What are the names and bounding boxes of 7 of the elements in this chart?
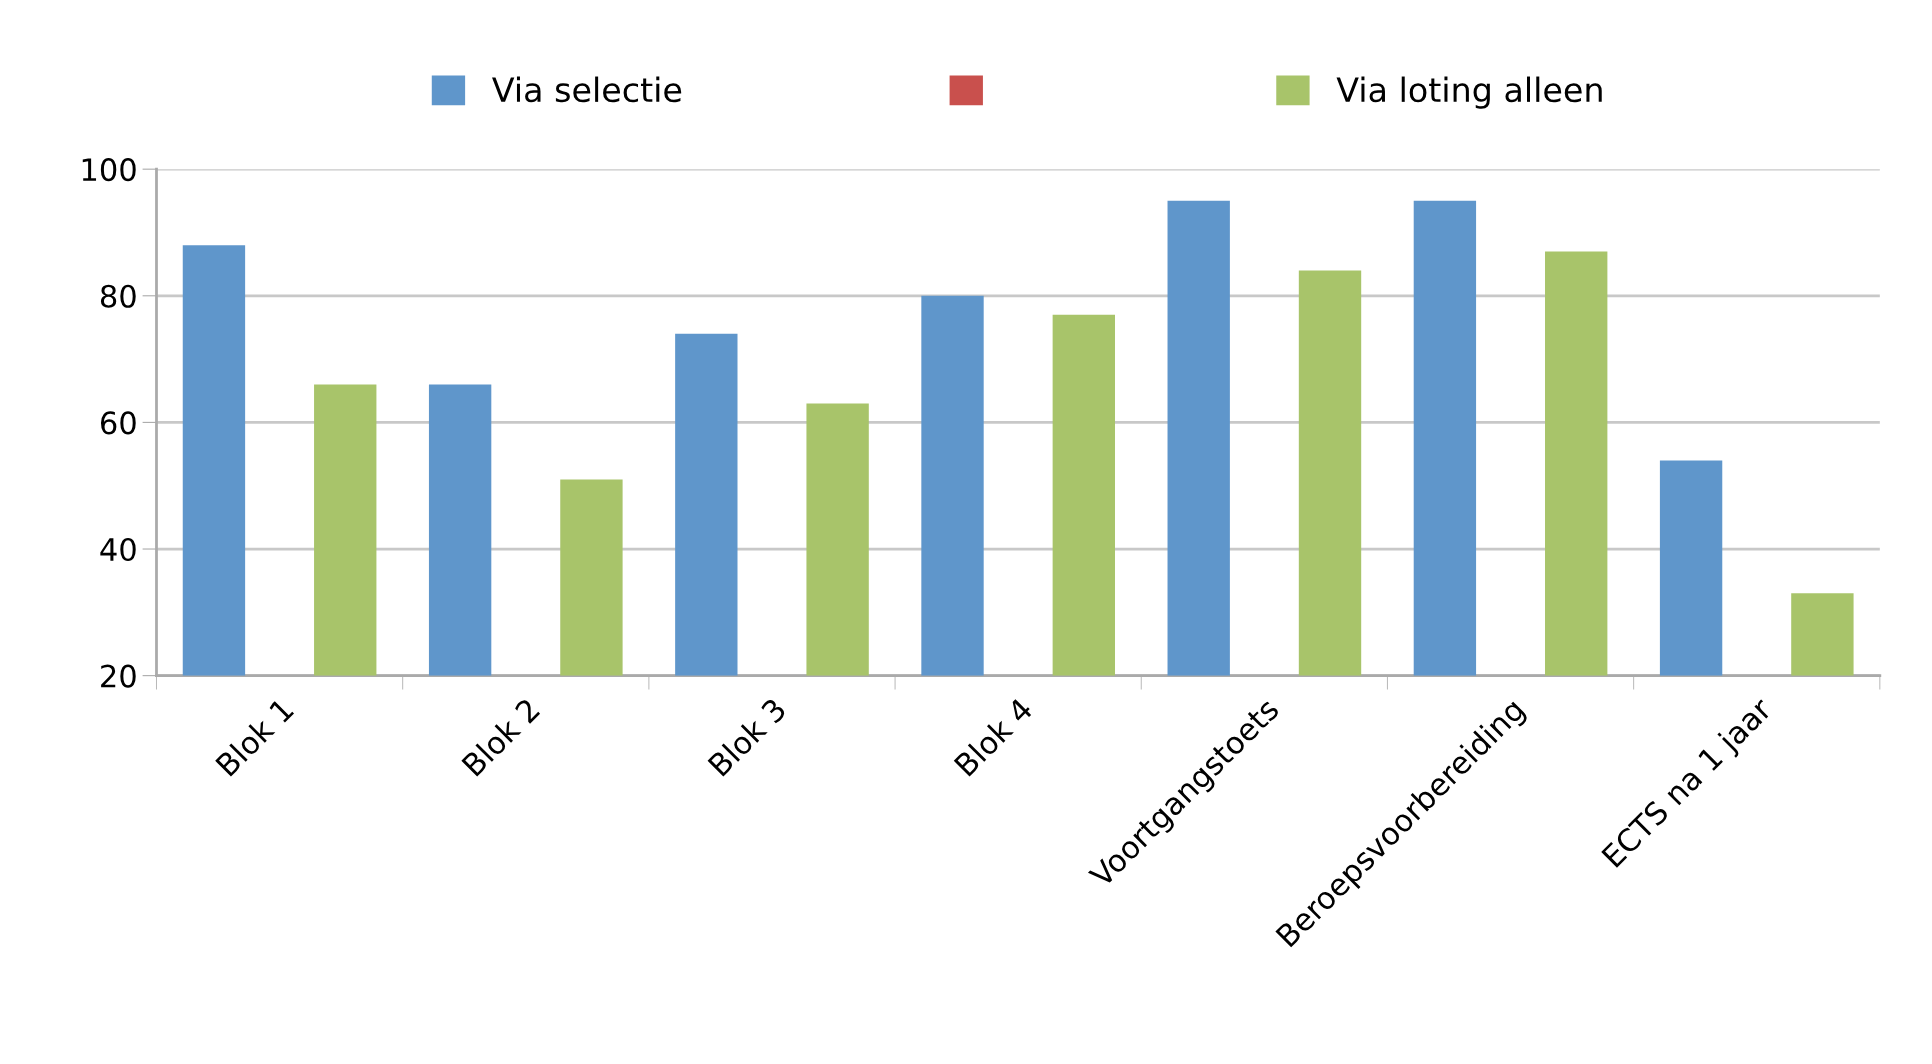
y-tick-label: 60 (100, 411, 136, 435)
y-tick-label: 100 (82, 158, 136, 182)
y-tick-label: 20 (101, 664, 136, 688)
legend-label: Via selectie (492, 76, 682, 103)
y-tick-label: 40 (100, 537, 136, 562)
legend-label: Via loting alleen (1336, 76, 1602, 109)
y-tick-label: 80 (100, 284, 136, 308)
